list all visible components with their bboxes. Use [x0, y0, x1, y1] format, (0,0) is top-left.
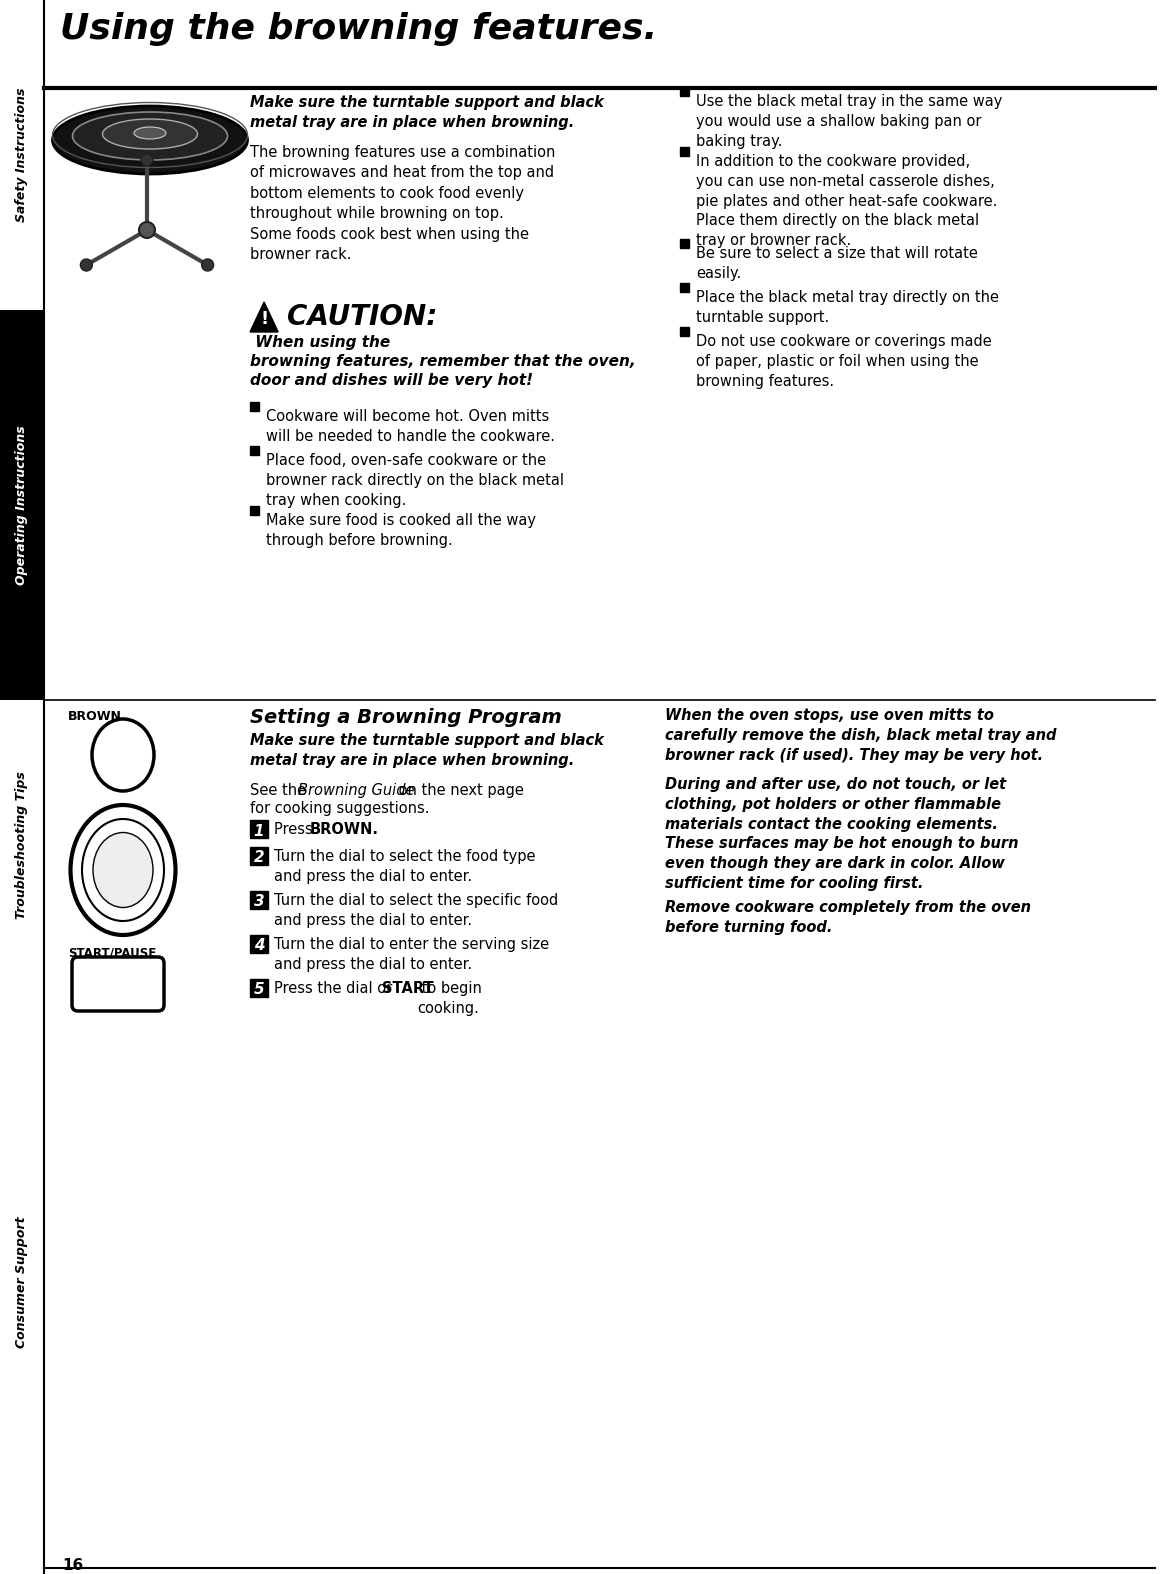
Bar: [0, 700, 44, 990]
Text: on the next page: on the next page: [394, 782, 524, 798]
Text: Using the browning features.: Using the browning features.: [60, 13, 657, 46]
Text: Use the black metal tray in the same way
you would use a shallow baking pan or
b: Use the black metal tray in the same way…: [695, 94, 1002, 148]
Text: Setting a Browning Program: Setting a Browning Program: [250, 708, 562, 727]
Text: to begin
cooking.: to begin cooking.: [417, 981, 482, 1015]
Text: 4: 4: [254, 938, 265, 954]
Bar: [250, 935, 268, 952]
Text: In addition to the cookware provided,
you can use non-metal casserole dishes,
pi: In addition to the cookware provided, yo…: [695, 154, 997, 249]
Circle shape: [80, 260, 93, 271]
Text: 2: 2: [254, 850, 265, 866]
Text: Remove cookware completely from the oven
before turning food.: Remove cookware completely from the oven…: [665, 900, 1031, 935]
FancyBboxPatch shape: [72, 957, 164, 1011]
Text: 16: 16: [62, 1558, 84, 1572]
Bar: [680, 327, 688, 335]
Circle shape: [139, 222, 156, 238]
Text: 1: 1: [254, 823, 265, 839]
Text: See the: See the: [250, 782, 311, 798]
Text: Turn the dial to select the food type
and press the dial to enter.: Turn the dial to select the food type an…: [274, 848, 535, 883]
Bar: [250, 847, 268, 866]
Circle shape: [202, 260, 214, 271]
Text: Do not use cookware or coverings made
of paper, plastic or foil when using the
b: Do not use cookware or coverings made of…: [695, 334, 991, 389]
Text: CAUTION:: CAUTION:: [287, 304, 438, 331]
Ellipse shape: [72, 112, 228, 161]
Text: BROWN.: BROWN.: [310, 822, 378, 837]
Bar: [680, 146, 688, 156]
Ellipse shape: [92, 719, 154, 792]
Text: During and after use, do not touch, or let
clothing, pot holders or other flamma: During and after use, do not touch, or l…: [665, 778, 1018, 891]
Text: START: START: [382, 981, 433, 996]
Text: Turn the dial to enter the serving size
and press the dial to enter.: Turn the dial to enter the serving size …: [274, 937, 549, 971]
Text: BROWN: BROWN: [68, 710, 122, 722]
Bar: [250, 401, 259, 411]
Bar: [0, 990, 44, 1574]
Text: The browning features use a combination
of microwaves and heat from the top and
: The browning features use a combination …: [250, 145, 555, 261]
Text: When using the
browning features, remember that the oven,
door and dishes will b: When using the browning features, rememb…: [250, 335, 635, 389]
Bar: [680, 239, 688, 249]
Text: When the oven stops, use oven mitts to
carefully remove the dish, black metal tr: When the oven stops, use oven mitts to c…: [665, 708, 1057, 762]
Bar: [0, 310, 44, 700]
Bar: [0, 0, 44, 310]
Bar: [250, 979, 268, 996]
Ellipse shape: [102, 120, 197, 150]
Text: Place the black metal tray directly on the
turntable support.: Place the black metal tray directly on t…: [695, 290, 998, 324]
Bar: [680, 283, 688, 293]
Text: 5: 5: [254, 982, 265, 998]
Text: for cooking suggestions.: for cooking suggestions.: [250, 801, 430, 815]
Bar: [250, 505, 259, 515]
Bar: [250, 445, 259, 455]
Text: Consumer Support: Consumer Support: [15, 1217, 29, 1347]
Text: Place food, oven-safe cookware or the
browner rack directly on the black metal
t: Place food, oven-safe cookware or the br…: [266, 453, 564, 507]
Bar: [250, 891, 268, 910]
Text: !: !: [260, 310, 268, 329]
Ellipse shape: [134, 127, 166, 139]
Text: Operating Instructions: Operating Instructions: [15, 425, 29, 586]
Text: Turn the dial to select the specific food
and press the dial to enter.: Turn the dial to select the specific foo…: [274, 892, 558, 927]
Text: Press the dial or: Press the dial or: [274, 981, 397, 996]
Circle shape: [140, 154, 153, 165]
Polygon shape: [250, 302, 279, 332]
Ellipse shape: [52, 105, 247, 175]
Text: Make sure the turntable support and black
metal tray are in place when browning.: Make sure the turntable support and blac…: [250, 733, 604, 768]
Text: Make sure food is cooked all the way
through before browning.: Make sure food is cooked all the way thr…: [266, 513, 536, 548]
Text: 3: 3: [254, 894, 265, 910]
Ellipse shape: [71, 804, 175, 935]
Text: Troubleshooting Tips: Troubleshooting Tips: [15, 771, 29, 919]
Bar: [680, 87, 688, 96]
Text: Be sure to select a size that will rotate
easily.: Be sure to select a size that will rotat…: [695, 246, 978, 280]
Ellipse shape: [82, 818, 164, 921]
Text: Make sure the turntable support and black
metal tray are in place when browning.: Make sure the turntable support and blac…: [250, 94, 604, 129]
Text: Safety Instructions: Safety Instructions: [15, 88, 29, 222]
Text: Cookware will become hot. Oven mitts
will be needed to handle the cookware.: Cookware will become hot. Oven mitts wil…: [266, 409, 555, 444]
Ellipse shape: [93, 833, 153, 908]
Bar: [250, 820, 268, 837]
Text: Browning Guide: Browning Guide: [298, 782, 414, 798]
Text: Press: Press: [274, 822, 317, 837]
Text: START/PAUSE: START/PAUSE: [68, 948, 157, 960]
